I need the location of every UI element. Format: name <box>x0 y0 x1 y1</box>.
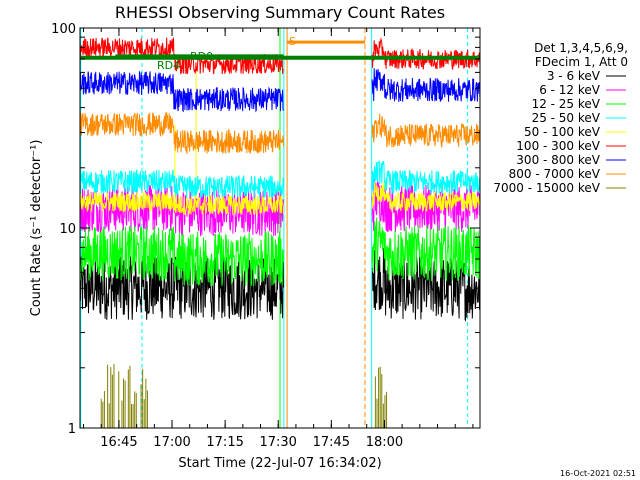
x-tick-label: 16:45 <box>100 435 137 450</box>
series-trace <box>371 182 481 212</box>
series-trace <box>371 217 481 282</box>
series-trace <box>371 160 481 194</box>
y-axis-label: Count Rate (s⁻¹ detector⁻¹) <box>29 140 44 317</box>
legend-entry-label: 300 - 800 keV <box>516 153 600 167</box>
series-trace <box>79 71 284 113</box>
x-tick-label: 17:45 <box>313 435 350 450</box>
chart-title: RHESSI Observing Summary Count Rates <box>115 3 445 22</box>
y-tick-label: 100 <box>51 22 76 37</box>
series-trace <box>79 168 284 200</box>
annotation-layer: RD4 RD0 S <box>80 35 480 72</box>
series-trace <box>79 184 284 237</box>
x-axis-label: Start Time (22-Jul-07 16:34:02) <box>178 456 381 471</box>
x-tick-label: 17:30 <box>259 435 296 450</box>
y-tick-label: 1 <box>68 422 76 437</box>
y-tick-label: 10 <box>59 222 76 237</box>
x-tick-label: 17:00 <box>153 435 190 450</box>
x-tick-label: 18:00 <box>366 435 403 450</box>
x-tick-label: 17:15 <box>206 435 243 450</box>
series-trace <box>79 225 284 287</box>
series-trace <box>371 68 481 102</box>
axis-layer: 16:45 17:00 17:15 17:30 17:45 18:00 1 10 100 <box>51 22 480 450</box>
series-trace <box>79 191 284 216</box>
legend-entry-label: 12 - 25 keV <box>532 97 601 111</box>
footer-timestamp: 16-Oct-2021 02:51 <box>560 469 636 478</box>
legend-entry-label: 3 - 6 keV <box>547 69 601 83</box>
series-trace <box>371 37 481 71</box>
series-trace <box>371 113 481 148</box>
series-trace <box>79 256 284 320</box>
legend-entry-label: 7000 - 15000 keV <box>493 181 600 195</box>
rd0-label: RD0 <box>190 50 213 63</box>
series-trace <box>79 111 284 154</box>
legend-entry-label: 50 - 100 keV <box>524 125 601 139</box>
legend-entry-label: 100 - 300 keV <box>516 139 600 153</box>
legend-entry-label: 25 - 50 keV <box>532 111 601 125</box>
saa-label: S <box>289 35 296 48</box>
legend-header: Det 1,3,4,5,6,9, <box>534 41 628 55</box>
series-layer <box>79 37 481 429</box>
legend: Det 1,3,4,5,6,9,FDecim 1, Att 03 - 6 keV… <box>493 41 628 195</box>
legend-entry-label: 6 - 12 keV <box>539 83 601 97</box>
legend-entry-label: 800 - 7000 keV <box>509 167 601 181</box>
rd4-label: RD4 <box>157 59 180 72</box>
legend-header: FDecim 1, Att 0 <box>535 55 628 69</box>
